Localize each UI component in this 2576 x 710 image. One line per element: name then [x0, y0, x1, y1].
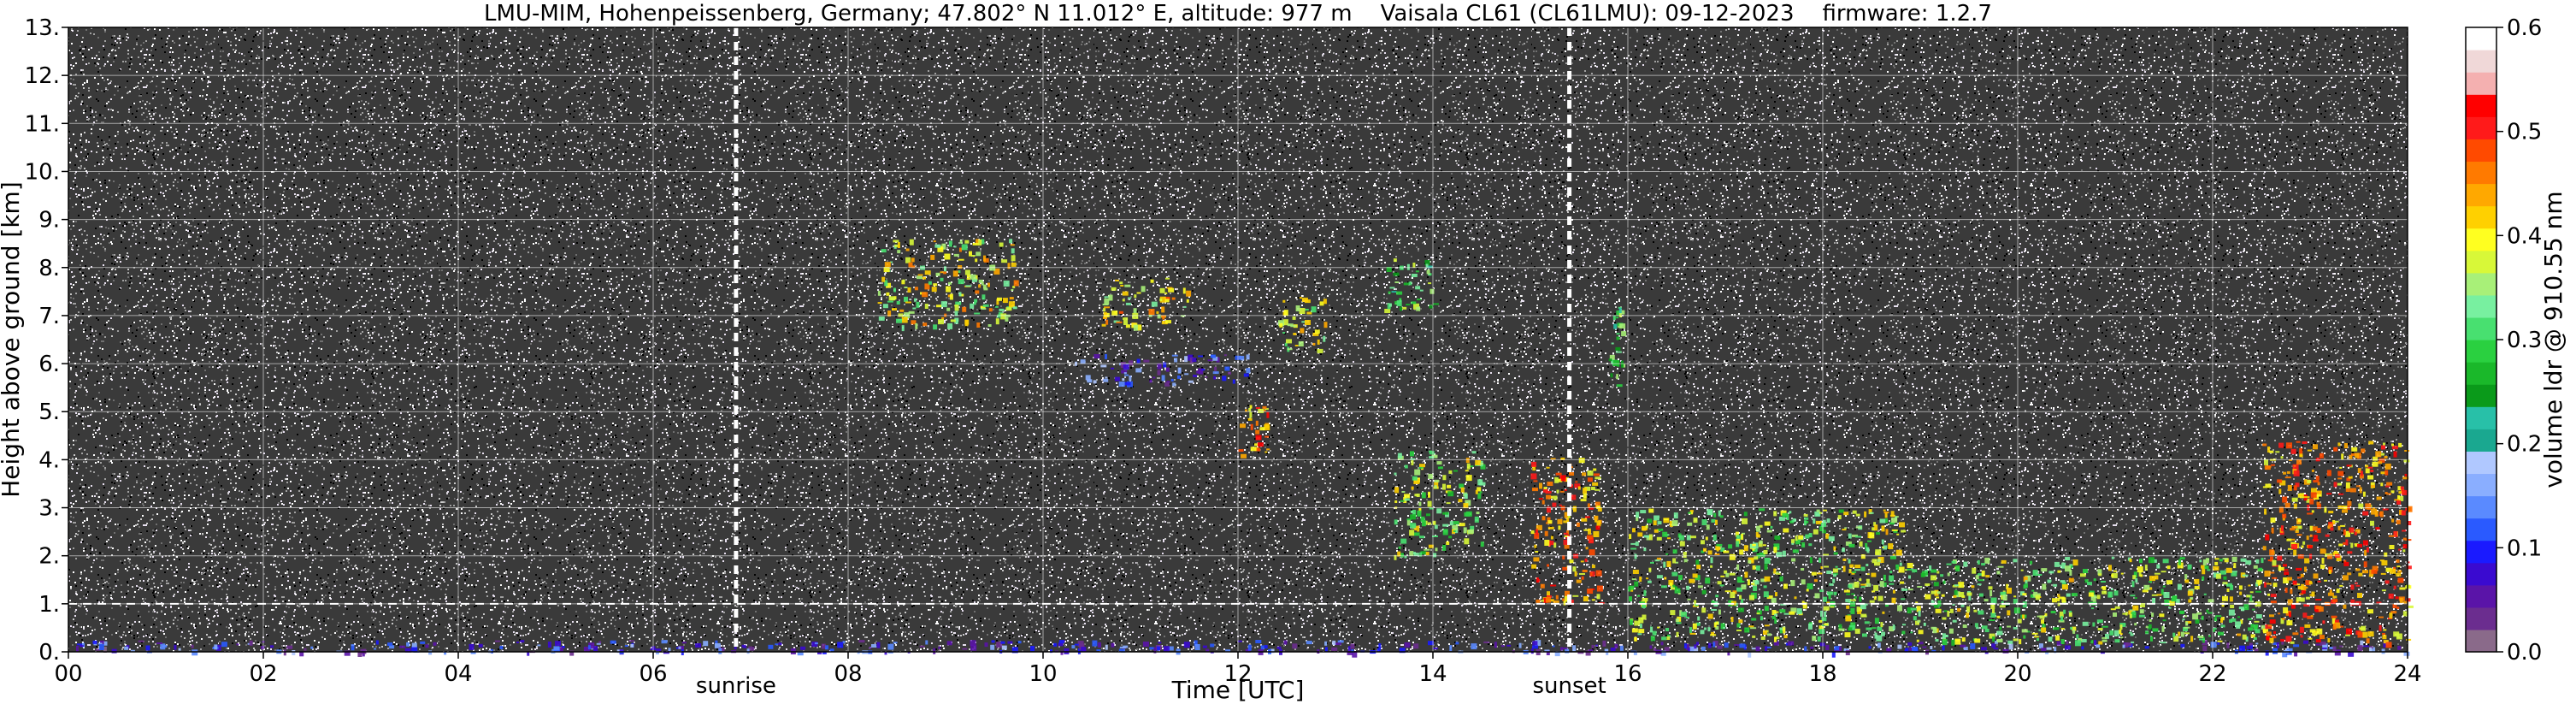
colorbar-segment: [2466, 317, 2496, 340]
x-tick-label: 00: [54, 661, 82, 687]
x-tick-label: 20: [2003, 661, 2031, 687]
colorbar-tick-label: 0.2: [2507, 432, 2542, 458]
feature-5: [1238, 405, 1270, 459]
colorbar-segment: [2466, 451, 2496, 475]
colorbar-segment: [2466, 584, 2496, 608]
y-tick-label: 9.: [38, 208, 60, 234]
colorbar-segment: [2466, 629, 2496, 653]
feature-4: [1278, 297, 1328, 353]
colorbar-label: volume ldr @ 910.55 nm: [2539, 191, 2567, 488]
colorbar-segment: [2466, 384, 2496, 407]
colorbar-segment: [2466, 406, 2496, 429]
x-tick-label: 10: [1029, 661, 1057, 687]
x-tick-label: 18: [1808, 661, 1836, 687]
x-axis-ticks: 00 02 04 06 08 10 12 14 16 18 20 22 24: [54, 652, 2422, 687]
colorbar-segment: [2466, 340, 2496, 363]
feature-6: [1384, 258, 1439, 313]
y-tick-label: 7.: [38, 304, 60, 329]
y-tick-label: 8.: [38, 256, 60, 281]
y-tick-label: 2.: [38, 544, 60, 570]
colorbar-segment: [2466, 72, 2496, 95]
x-tick-label: 02: [249, 661, 277, 687]
colorbar-segment: [2466, 94, 2496, 117]
feature-12: [2262, 441, 2414, 648]
annotations: sunrise sunset: [696, 673, 1606, 699]
colorbar-segment: [2466, 362, 2496, 385]
y-tick-label: 4.: [38, 447, 60, 473]
colorbar-tick-label: 0.3: [2507, 328, 2542, 353]
colorbar-segment: [2466, 606, 2496, 630]
feature-1: [877, 239, 1019, 332]
colorbar-segment: [2466, 27, 2496, 50]
colorbar-segment: [2466, 139, 2496, 163]
feature-8: [1530, 457, 1605, 606]
x-tick-label: 08: [834, 661, 862, 687]
colorbar-segment: [2466, 50, 2496, 73]
y-axis-label: Height above ground [km]: [0, 181, 25, 498]
x-tick-label: 04: [444, 661, 472, 687]
colorbar-segment: [2466, 183, 2496, 207]
reference-lines: [68, 27, 2408, 652]
colorbar-segment: [2466, 495, 2496, 519]
y-tick-label: 13.: [25, 15, 60, 41]
y-tick-label: 5.: [38, 399, 60, 425]
x-tick-label: 06: [639, 661, 667, 687]
y-tick-label: 10.: [25, 159, 60, 185]
x-axis-label: Time [UTC]: [1171, 676, 1305, 704]
annotation-sunset: sunset: [1532, 673, 1606, 699]
annotation-sunrise: sunrise: [696, 673, 776, 699]
colorbar-tick-label: 0.1: [2507, 535, 2542, 561]
feature-2: [1101, 277, 1192, 331]
y-tick-label: 11.: [25, 111, 60, 137]
colorbar-segment: [2466, 294, 2496, 318]
colorbar-tick-label: 0.5: [2507, 120, 2542, 145]
colorbar-segment: [2466, 205, 2496, 229]
colorbar-segment: [2466, 429, 2496, 452]
colorbar-tick-label: 0.0: [2507, 640, 2542, 666]
features-layer: [76, 239, 2414, 658]
chart-title: LMU-MIM, Hohenpeissenberg, Germany; 47.8…: [484, 1, 1992, 27]
x-tick-label: 12: [1223, 661, 1252, 687]
colorbar-segment: [2466, 228, 2496, 251]
feature-7: [1394, 450, 1486, 560]
colorbar-segment: [2466, 250, 2496, 274]
colorbar-tick-label: 0.4: [2507, 223, 2542, 249]
y-tick-label: 0.: [38, 640, 60, 666]
x-tick-label: 16: [1613, 661, 1642, 687]
x-tick-label: 24: [2393, 661, 2421, 687]
colorbar: 0.0 0.1 0.2 0.3 0.4 0.5 0.6: [2465, 15, 2542, 666]
colorbar-tick-label: 0.6: [2507, 15, 2542, 41]
y-tick-label: 3.: [38, 496, 60, 522]
colorbar-segment: [2466, 473, 2496, 497]
feature-9: [1608, 306, 1627, 388]
y-tick-label: 1.: [38, 592, 60, 618]
colorbar-segment: [2466, 540, 2496, 564]
y-tick-label: 12.: [25, 63, 60, 89]
y-tick-label: 6.: [38, 352, 60, 377]
colorbar-segment: [2466, 562, 2496, 586]
x-tick-label: 14: [1418, 661, 1447, 687]
feature-3: [1075, 353, 1251, 388]
y-axis-ticks: 0. 1. 2. 3. 4. 5. 6. 7. 8. 9. 10. 11. 12. 13.: [25, 15, 68, 666]
colorbar-segment: [2466, 161, 2496, 185]
colorbar-segment: [2466, 518, 2496, 541]
colorbar-segment: [2466, 116, 2496, 139]
colorbar-segment: [2466, 272, 2496, 296]
x-tick-label: 22: [2198, 661, 2226, 687]
